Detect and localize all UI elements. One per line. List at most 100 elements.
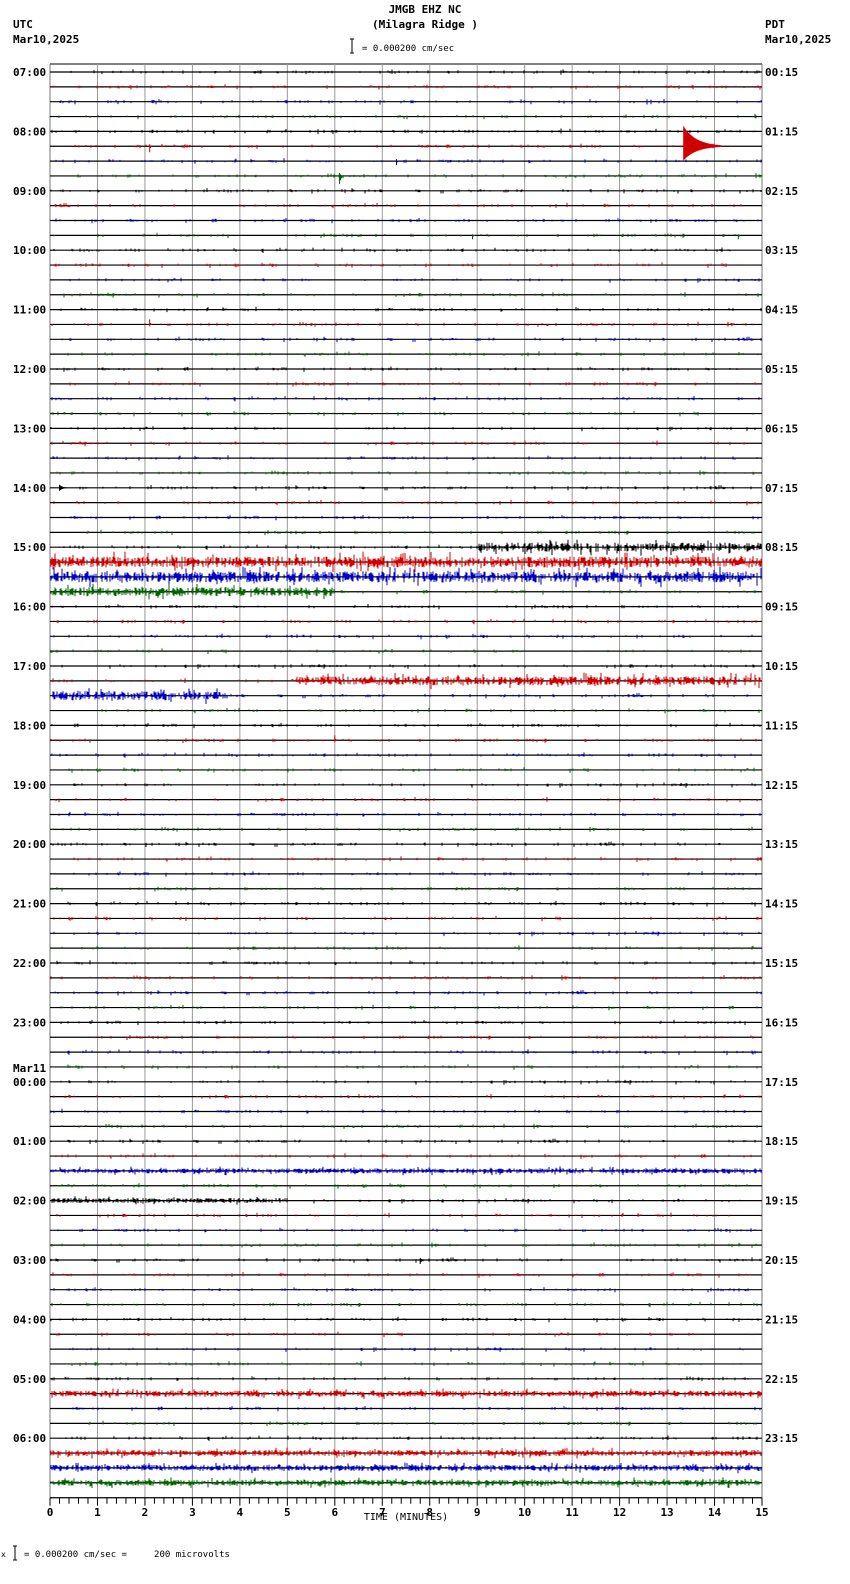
trace-row bbox=[50, 336, 762, 343]
utc-hour-label: 09:00 bbox=[13, 185, 46, 198]
pdt-hour-label: 13:15 bbox=[765, 838, 798, 851]
trace-row bbox=[50, 1196, 762, 1205]
trace-row bbox=[50, 1004, 762, 1011]
trace-row bbox=[50, 604, 762, 610]
trace-row bbox=[50, 886, 762, 892]
pdt-hour-label: 16:15 bbox=[765, 1016, 798, 1029]
trace-row bbox=[50, 1361, 762, 1367]
utc-hour-label: 04:00 bbox=[13, 1313, 46, 1326]
trace-row bbox=[50, 826, 762, 832]
hour-labels: 07:00 08:00 09:00 10:00 11:00 12:00 13:00 14:00… bbox=[13, 66, 798, 1445]
trace-row bbox=[50, 945, 762, 951]
trace-row bbox=[50, 1301, 762, 1308]
trace-row bbox=[50, 752, 762, 758]
pdt-hour-label: 23:15 bbox=[765, 1432, 798, 1445]
trace-row bbox=[50, 277, 762, 283]
trace-row bbox=[50, 551, 762, 573]
trace-row bbox=[50, 529, 762, 536]
trace-row bbox=[50, 990, 762, 996]
trace-row bbox=[50, 566, 762, 588]
x-tick-label: 0 bbox=[47, 1506, 54, 1519]
x-tick-label: 1 bbox=[94, 1506, 101, 1519]
utc-hour-label: 23:00 bbox=[13, 1016, 46, 1029]
trace-row bbox=[50, 1447, 762, 1459]
trace-row bbox=[50, 1064, 762, 1070]
x-tick-label: 13 bbox=[660, 1506, 673, 1519]
trace-row bbox=[50, 583, 762, 600]
trace-row bbox=[50, 1477, 762, 1489]
trace-row bbox=[50, 69, 762, 75]
station-title: JMGB EHZ NC bbox=[388, 3, 462, 16]
trace-row bbox=[50, 811, 762, 817]
utc-hour-label: 21:00 bbox=[13, 898, 46, 911]
trace-row bbox=[50, 1462, 762, 1474]
scale-bar-icon bbox=[350, 38, 354, 54]
utc-hour-label: 22:00 bbox=[13, 957, 46, 970]
right-date: Mar10,2025 bbox=[765, 33, 832, 46]
trace-row bbox=[50, 797, 762, 803]
trace-row bbox=[50, 735, 762, 743]
trace-row bbox=[50, 1257, 762, 1264]
utc-hour-label: 18:00 bbox=[13, 719, 46, 732]
trace-row bbox=[50, 663, 762, 669]
trace-row bbox=[50, 1183, 762, 1189]
trace-row bbox=[50, 455, 762, 461]
pdt-hour-label: 01:15 bbox=[765, 125, 798, 138]
x-tick-label: 4 bbox=[237, 1506, 244, 1519]
trace-row bbox=[50, 688, 762, 704]
pdt-hour-label: 08:15 bbox=[765, 541, 798, 554]
utc-hour-label: 05:00 bbox=[13, 1373, 46, 1386]
trace-row bbox=[50, 1108, 762, 1114]
trace-row bbox=[50, 188, 762, 194]
pdt-hour-label: 19:15 bbox=[765, 1195, 798, 1208]
utc-date-label: Mar11 bbox=[13, 1062, 46, 1075]
trace-row bbox=[50, 1138, 762, 1144]
pdt-hour-label: 21:15 bbox=[765, 1313, 798, 1326]
trace-row bbox=[50, 871, 762, 877]
trace-row bbox=[50, 1212, 762, 1218]
trace-row bbox=[50, 426, 762, 432]
utc-hour-label: 20:00 bbox=[13, 838, 46, 851]
trace-row bbox=[50, 1123, 762, 1129]
trace-row bbox=[50, 351, 762, 357]
trace-row bbox=[50, 202, 762, 209]
seismic-traces bbox=[50, 69, 762, 1489]
trace-row bbox=[50, 484, 762, 491]
right-timezone: PDT bbox=[765, 18, 785, 31]
utc-hour-label: 17:00 bbox=[13, 660, 46, 673]
pdt-hour-label: 02:15 bbox=[765, 185, 798, 198]
pdt-hour-label: 03:15 bbox=[765, 244, 798, 257]
pdt-hour-label: 09:15 bbox=[765, 601, 798, 614]
pdt-hour-label: 14:15 bbox=[765, 898, 798, 911]
trace-row bbox=[50, 99, 762, 105]
trace-row bbox=[50, 915, 762, 922]
trace-row bbox=[50, 1287, 762, 1293]
trace-row bbox=[50, 618, 762, 625]
trace-row bbox=[50, 1049, 762, 1055]
trace-row bbox=[50, 396, 762, 402]
trace-row bbox=[50, 1388, 762, 1399]
trace-row bbox=[50, 975, 762, 981]
trace-row bbox=[50, 782, 762, 788]
utc-hour-label: 02:00 bbox=[13, 1195, 46, 1208]
utc-hour-label: 14:00 bbox=[13, 482, 46, 495]
utc-hour-label: 07:00 bbox=[13, 66, 46, 79]
trace-row bbox=[50, 158, 762, 166]
pdt-hour-label: 04:15 bbox=[765, 304, 798, 317]
pdt-hour-label: 22:15 bbox=[765, 1373, 798, 1386]
trace-row bbox=[50, 470, 762, 476]
pdt-hour-label: 12:15 bbox=[765, 779, 798, 792]
trace-row bbox=[50, 1406, 762, 1412]
x-tick-label: 6 bbox=[331, 1506, 338, 1519]
trace-row bbox=[50, 1346, 762, 1352]
trace-row bbox=[50, 1435, 762, 1441]
utc-hour-label: 13:00 bbox=[13, 422, 46, 435]
trace-row bbox=[50, 900, 762, 907]
trace-row bbox=[50, 440, 762, 447]
utc-hour-label: 08:00 bbox=[13, 125, 46, 138]
x-tick-label: 3 bbox=[189, 1506, 196, 1519]
trace-row bbox=[50, 1227, 762, 1233]
trace-row bbox=[50, 306, 762, 313]
